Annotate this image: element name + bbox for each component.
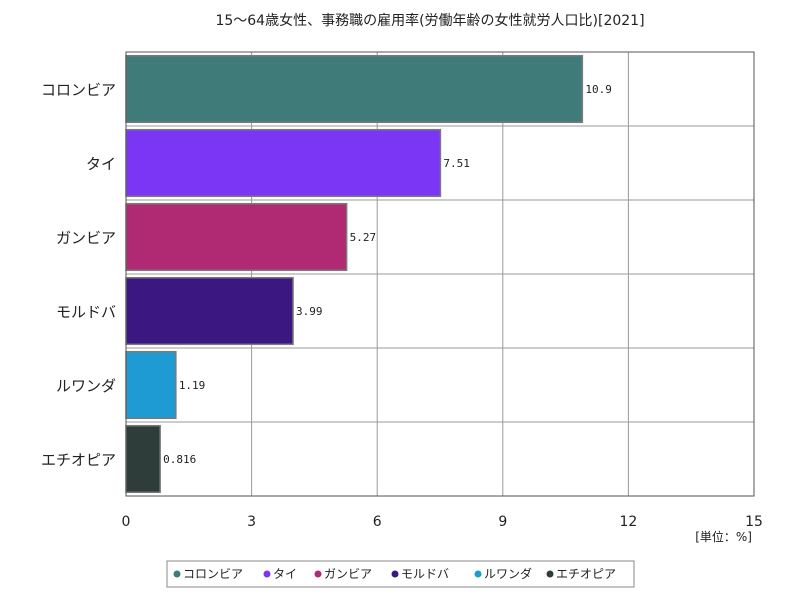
- legend: コロンビア タイ ガンビア モルドバ ルワンダ エチオピア: [166, 560, 635, 588]
- legend-marker: [314, 570, 322, 578]
- legend-marker: [391, 570, 399, 578]
- bar: [125, 350, 177, 420]
- x-tick-label: 15: [745, 514, 763, 530]
- unit-label: [単位：%]: [695, 529, 752, 544]
- data-label: 5.27: [350, 231, 377, 244]
- category-label: エチオピア: [41, 451, 116, 469]
- bar: [125, 202, 348, 272]
- bar: [125, 54, 584, 124]
- legend-label: モルドバ: [401, 567, 449, 581]
- legend-marker: [263, 570, 271, 578]
- bar: [125, 128, 442, 198]
- x-tick-labels: 0 3 6 9 12 15: [122, 514, 763, 530]
- category-label: ガンビア: [56, 229, 116, 247]
- category-label: モルドバ: [56, 303, 116, 321]
- legend-marker: [173, 570, 181, 578]
- data-labels: 10.9 7.51 5.27 3.99 1.19 0.816: [163, 83, 612, 466]
- legend-marker: [474, 570, 482, 578]
- x-tick-label: 12: [619, 514, 637, 530]
- data-label: 7.51: [443, 157, 470, 170]
- bar: [125, 276, 294, 346]
- legend-label: コロンビア: [183, 567, 243, 581]
- legend-label: ルワンダ: [484, 566, 532, 581]
- category-label: タイ: [86, 155, 116, 173]
- legend-marker: [546, 570, 554, 578]
- x-tick-label: 0: [122, 514, 131, 530]
- data-label: 3.99: [296, 305, 323, 318]
- category-label: コロンビア: [41, 81, 116, 99]
- chart-title: 15～64歳女性、事務職の雇用率(労働年齢の女性就労人口比)[2021]: [215, 12, 644, 29]
- legend-label: ガンビア: [324, 567, 372, 581]
- grid-lines: [125, 52, 755, 496]
- bars: [125, 54, 584, 494]
- legend-label: エチオピア: [556, 567, 616, 581]
- plot-frame: [125, 51, 755, 497]
- category-label: ルワンダ: [56, 377, 116, 395]
- x-tick-label: 3: [247, 514, 256, 530]
- data-label: 10.9: [585, 83, 612, 96]
- x-tick-label: 9: [498, 514, 507, 530]
- legend-box: [166, 560, 635, 588]
- legend-label: タイ: [273, 567, 297, 581]
- bar: [125, 424, 161, 494]
- data-label: 0.816: [163, 453, 196, 466]
- x-tick-label: 6: [373, 514, 382, 530]
- data-label: 1.19: [179, 379, 206, 392]
